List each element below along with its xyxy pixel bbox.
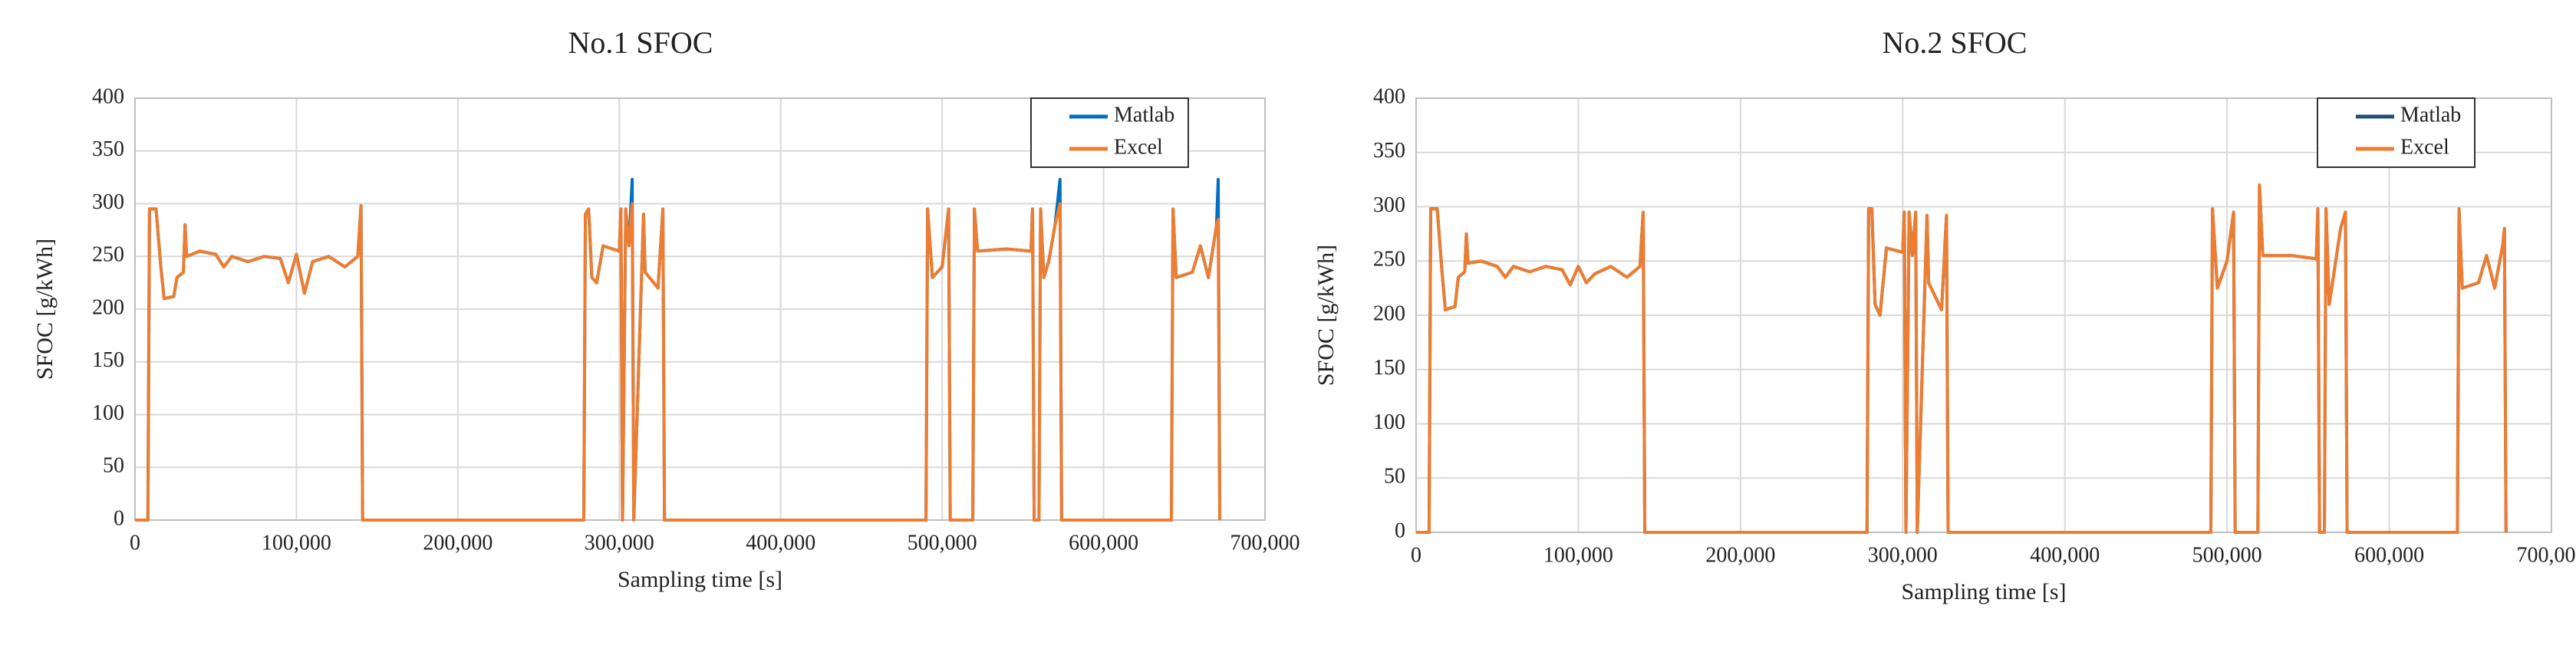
x-tick-label: 200,000 xyxy=(423,531,492,555)
x-tick-label: 300,000 xyxy=(585,531,654,555)
x-tick-label: 400,000 xyxy=(746,531,815,555)
y-tick-label: 350 xyxy=(1373,139,1405,163)
chart-title: No.2 SFOC xyxy=(1883,25,2028,60)
line-series xyxy=(1416,183,2508,534)
y-tick-label: 350 xyxy=(92,137,124,161)
line-series xyxy=(135,177,1222,522)
x-tick-label: 500,000 xyxy=(2192,543,2262,567)
y-tick-label: 100 xyxy=(92,401,124,425)
x-tick-label: 0 xyxy=(130,531,140,555)
y-tick-label: 400 xyxy=(1373,84,1405,108)
legend-label: Excel xyxy=(1114,135,1163,159)
y-tick-label: 150 xyxy=(1373,356,1405,380)
legend-label: Matlab xyxy=(1114,103,1174,127)
y-tick-label: 250 xyxy=(92,243,124,267)
legend-label: Matlab xyxy=(2400,103,2461,127)
y-tick-label: 50 xyxy=(103,454,124,478)
legend-box xyxy=(1030,97,1189,168)
chart-title: No.1 SFOC xyxy=(568,25,713,60)
line-series xyxy=(135,202,1222,522)
x-tick-label: 0 xyxy=(1411,543,1421,567)
x-tick-label: 300,000 xyxy=(1868,543,1938,567)
y-tick-label: 300 xyxy=(92,190,124,214)
y-tick-label: 200 xyxy=(1373,301,1405,325)
x-tick-label: 700,000 xyxy=(1230,531,1300,555)
legend-label: Excel xyxy=(2400,135,2449,159)
y-tick-label: 250 xyxy=(1373,248,1405,272)
line-series xyxy=(1416,183,2508,534)
legend-box xyxy=(2317,97,2476,168)
y-tick-label: 100 xyxy=(1373,410,1405,434)
x-axis-label: Sampling time [s] xyxy=(618,567,782,592)
x-tick-label: 100,000 xyxy=(1543,543,1613,567)
y-tick-label: 50 xyxy=(1384,465,1405,489)
y-axis-label: SFOC [g/kWh] xyxy=(1313,245,1339,386)
y-tick-label: 150 xyxy=(92,348,124,372)
x-tick-label: 700,000 xyxy=(2517,543,2576,567)
x-tick-label: 100,000 xyxy=(262,531,331,555)
x-tick-label: 200,000 xyxy=(1705,543,1775,567)
x-axis-label: Sampling time [s] xyxy=(1902,579,2067,604)
y-axis-label: SFOC [g/kWh] xyxy=(32,239,58,380)
y-tick-label: 300 xyxy=(1373,193,1405,217)
y-tick-label: 0 xyxy=(1395,519,1405,542)
y-tick-label: 0 xyxy=(114,506,124,530)
x-tick-label: 500,000 xyxy=(908,531,977,555)
x-tick-label: 600,000 xyxy=(1069,531,1138,555)
y-tick-label: 200 xyxy=(92,295,124,319)
y-tick-label: 400 xyxy=(92,84,124,108)
x-tick-label: 600,000 xyxy=(2354,543,2424,567)
x-tick-label: 400,000 xyxy=(2030,543,2100,567)
